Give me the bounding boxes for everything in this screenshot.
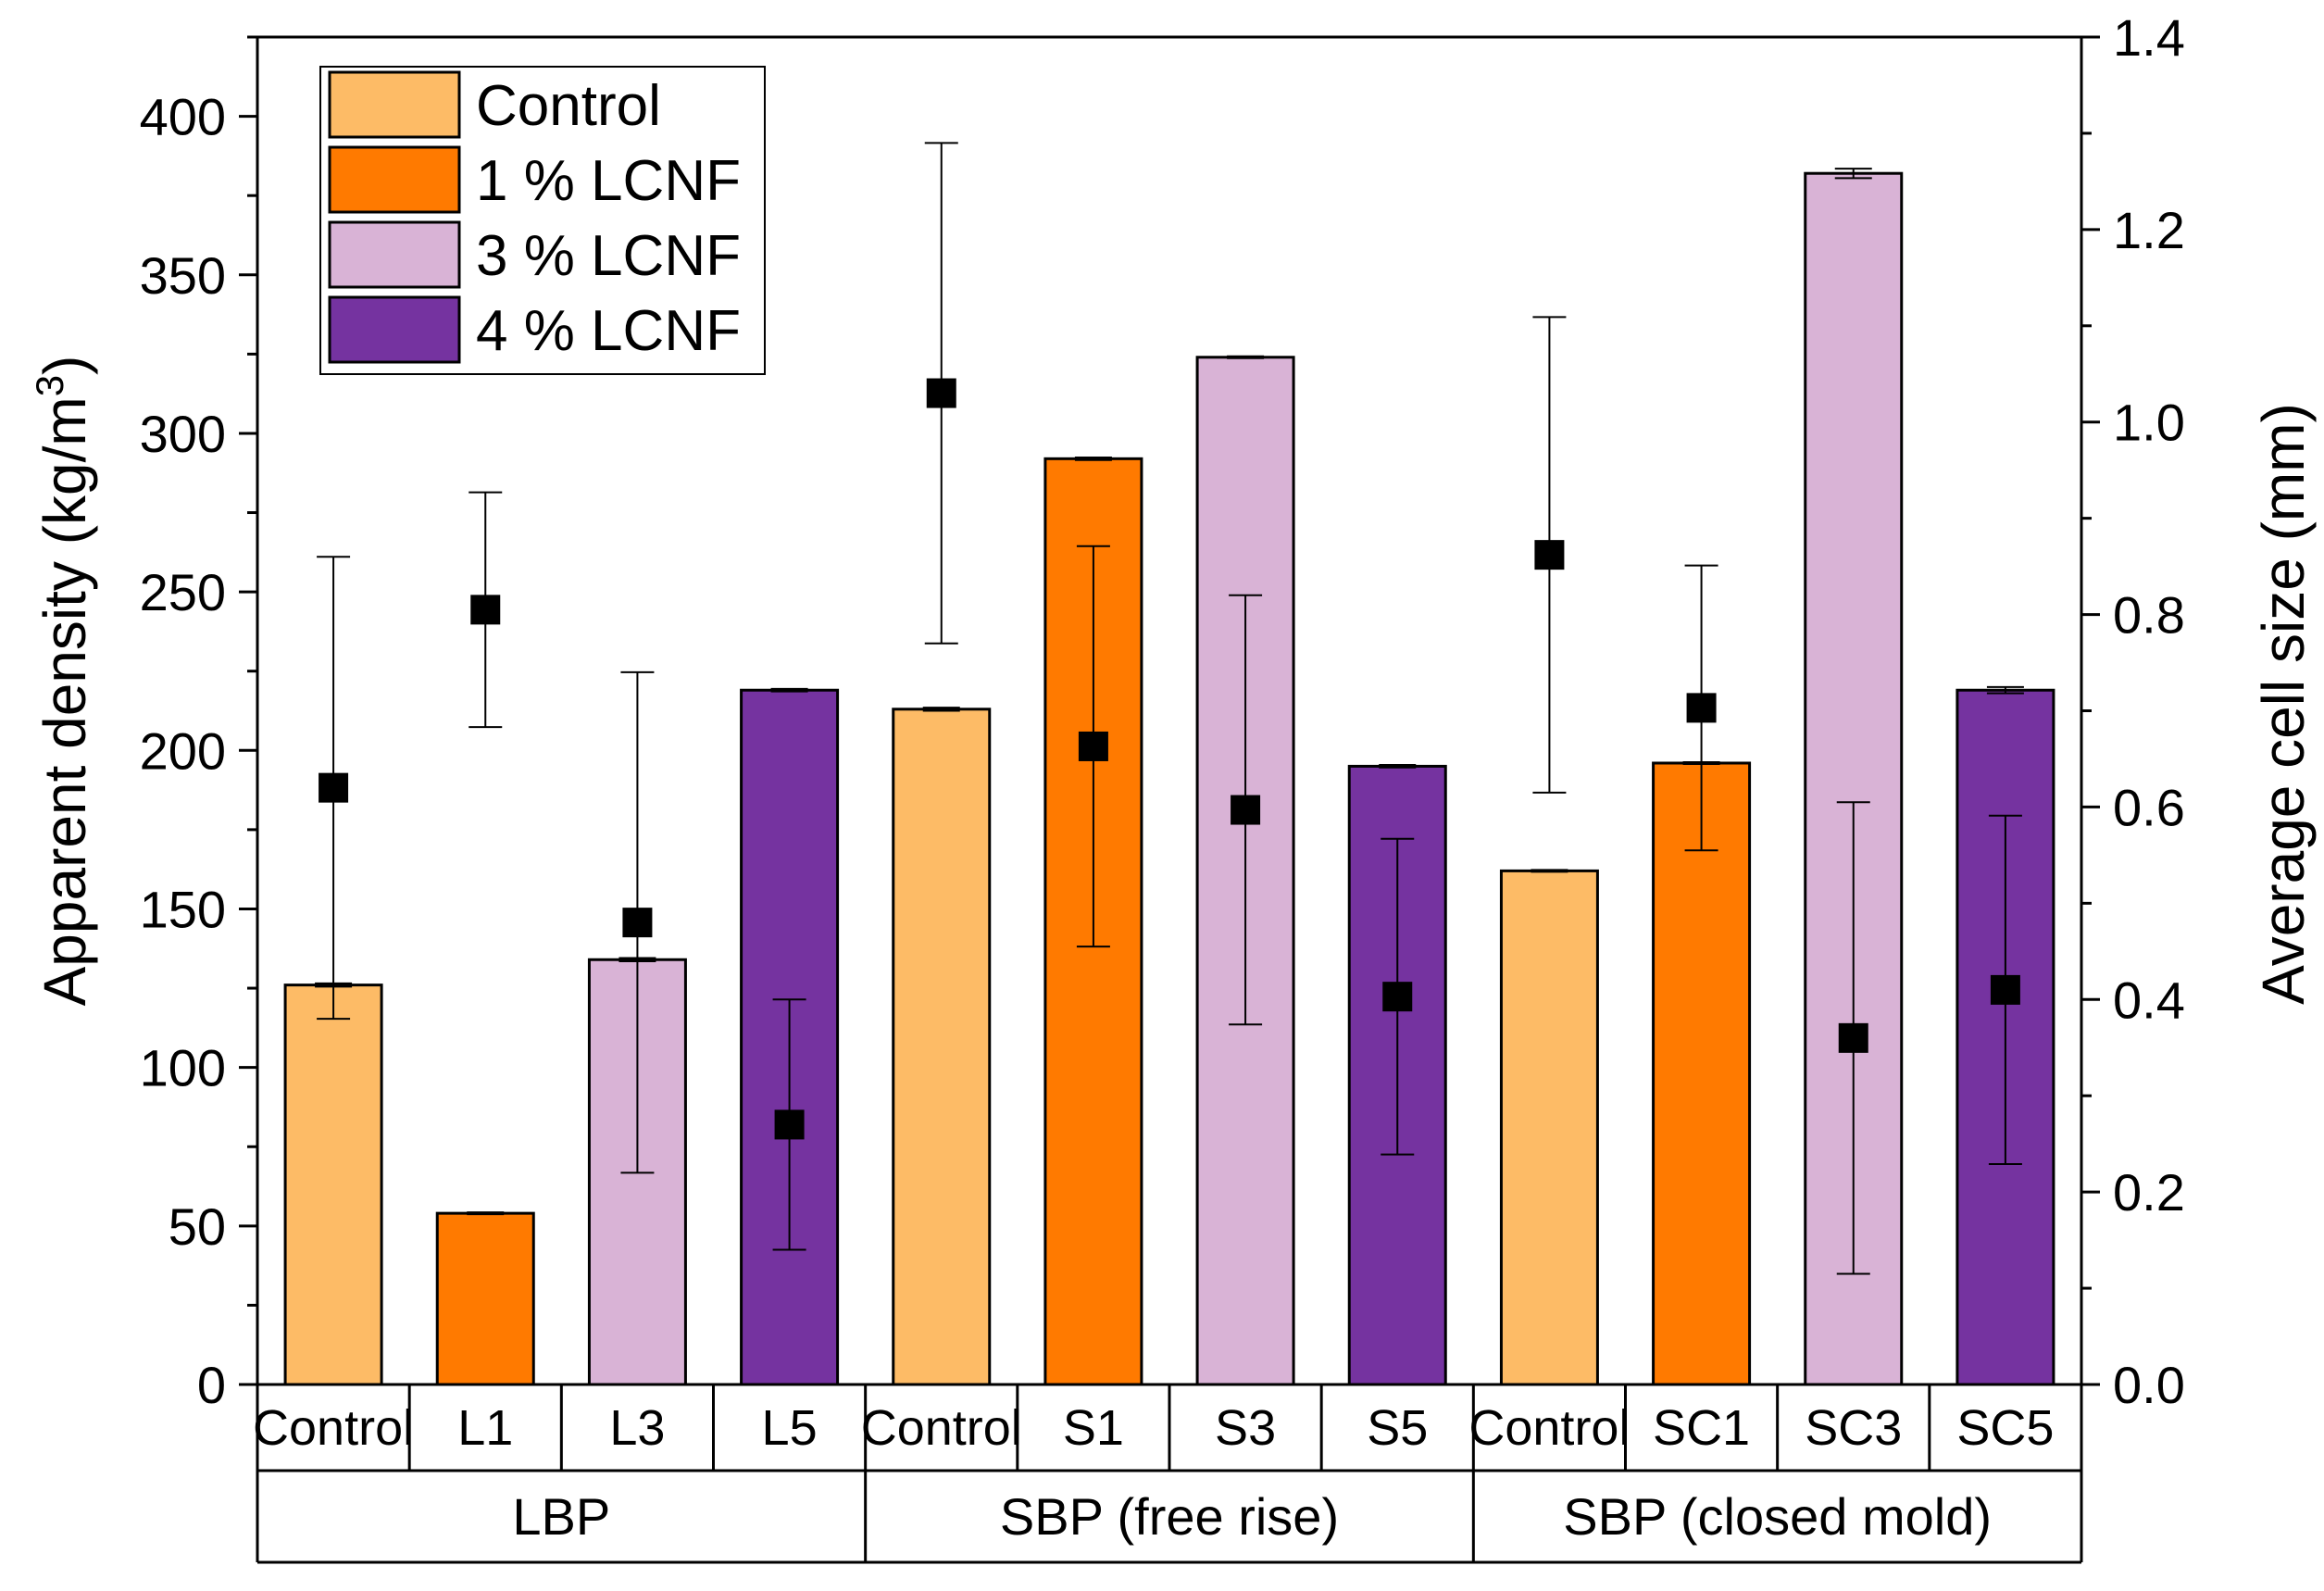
density-error-bar (1531, 869, 1568, 873)
x-tick-label: SC1 (1653, 1400, 1750, 1456)
y-tick-label: 350 (140, 246, 226, 305)
density-error-bar (922, 707, 960, 712)
legend-label: Control (476, 74, 661, 138)
y-axis-title-main: Apparent density (kg/m (31, 396, 98, 1006)
y2-axis-title: Average cell size (mm) (2250, 403, 2317, 1005)
cell-size-point (1231, 795, 1261, 825)
x-tick-label: Control (1468, 1400, 1630, 1456)
y-tick-label: 300 (140, 405, 226, 463)
density-error-bar (467, 1211, 505, 1216)
cell-size-point (926, 378, 956, 408)
y2-tick-label: 1.0 (2113, 394, 2185, 452)
x-tick-label: S3 (1215, 1400, 1276, 1456)
legend-swatch (328, 145, 461, 214)
density-error-bar (1074, 456, 1112, 461)
density-error-bar (1986, 685, 2024, 695)
x-tick-label: S5 (1367, 1400, 1428, 1456)
y-tick-label: 400 (140, 88, 226, 146)
density-bar (892, 708, 992, 1386)
y-tick-label: 50 (169, 1197, 226, 1256)
cell-size-point (470, 595, 501, 625)
y2-tick-label: 0.6 (2113, 778, 2185, 836)
y2-tick-label: 0.8 (2113, 586, 2185, 645)
x-tick-label: Control (253, 1400, 414, 1456)
density-error-bar (770, 687, 808, 693)
legend-swatch (328, 295, 461, 364)
cell-size-point (1990, 974, 2020, 1005)
x-tick-label: L3 (609, 1400, 665, 1456)
y-tick-label: 250 (140, 563, 226, 621)
y-tick-label: 100 (140, 1039, 226, 1097)
y-tick-label: 0 (197, 1356, 226, 1414)
cell-size-point (1534, 540, 1565, 570)
axes: 0 50 100 150 200 250 300 350 400 0.0 0.2 0.4 0.6 0.8 1… (140, 8, 2185, 1414)
y2-tick-label: 0.4 (2113, 971, 2185, 1029)
density-bar (1499, 869, 1599, 1386)
y2-tick-label: 1.2 (2113, 201, 2185, 259)
y-tick-label: 200 (140, 721, 226, 780)
cell-size-point (774, 1109, 805, 1140)
y2-tick-label: 1.4 (2113, 8, 2185, 67)
density-bar (435, 1211, 535, 1386)
cell-size-point (1838, 1022, 1868, 1053)
x-tick-label: S1 (1063, 1400, 1124, 1456)
cell-size-point (319, 772, 349, 803)
density-bar (283, 983, 383, 1386)
density-error-bar (1227, 355, 1265, 359)
legend-label: 3 % LCNF (476, 224, 741, 288)
density-error-bar (1834, 168, 1872, 180)
legend-swatch (328, 220, 461, 289)
x-tick-label: SC3 (1805, 1400, 1902, 1456)
cell-size-point (1382, 982, 1413, 1012)
x-tick-label: Control (861, 1400, 1022, 1456)
legend-label: 4 % LCNF (476, 299, 741, 363)
y-axis-title-sup: 3 (28, 375, 71, 396)
legend-swatch (328, 70, 461, 139)
legend: Control 1 % LCNF 3 % LCNF 4 % LCNF (319, 66, 766, 375)
plot-area (283, 142, 2055, 1386)
y-axis-title-end: ) (31, 356, 98, 375)
y2-tick-label: 0.2 (2113, 1163, 2185, 1221)
cell-size-point (1078, 731, 1108, 761)
x-axis-categories: Control L1 L3 L5 Control S1 S3 S5 Control SC1 SC3 S… (253, 1384, 2083, 1564)
x-tick-label: L5 (762, 1400, 818, 1456)
y-tick-label: 150 (140, 880, 226, 938)
group-label: LBP (512, 1487, 610, 1546)
x-tick-label: L1 (457, 1400, 513, 1456)
legend-label: 1 % LCNF (476, 149, 741, 213)
density-error-bar (1379, 764, 1417, 769)
y-axis-title: Apparent density (kg/m3) (28, 356, 98, 1007)
x-tick-label: SC5 (1956, 1400, 2054, 1456)
cell-size-point (622, 908, 653, 938)
group-label: SBP (free rise) (1000, 1487, 1339, 1546)
y2-tick-label: 0.0 (2113, 1356, 2185, 1414)
cell-size-point (1686, 693, 1717, 723)
group-label: SBP (closed mold) (1563, 1487, 1992, 1546)
density-bar (1652, 761, 1752, 1386)
